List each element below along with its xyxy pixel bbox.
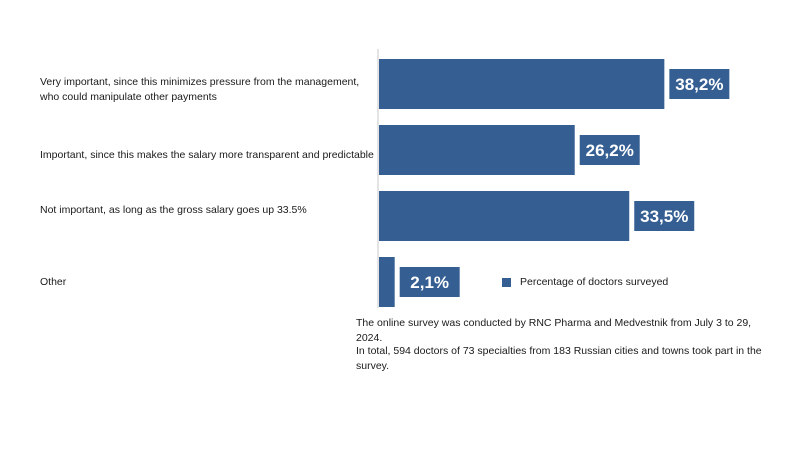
data-label-box bbox=[579, 135, 640, 165]
data-label: 2,1% bbox=[410, 273, 449, 292]
data-label-box bbox=[399, 267, 460, 297]
data-label: 26,2% bbox=[586, 141, 634, 160]
data-label-box bbox=[669, 69, 730, 99]
category-label: Important, since this makes the salary m… bbox=[40, 149, 374, 161]
survey-note: The online survey was conducted by RNC P… bbox=[356, 317, 752, 344]
survey-participants-note: In total, 594 doctors of 73 specialties … bbox=[356, 345, 762, 372]
bar bbox=[379, 257, 395, 307]
data-label: 38,2% bbox=[675, 75, 723, 94]
category-label: Other bbox=[40, 276, 67, 288]
bar bbox=[379, 125, 575, 175]
bar bbox=[379, 59, 665, 109]
legend: Percentage of doctors surveyed bbox=[502, 276, 668, 288]
bar bbox=[379, 191, 630, 241]
category-label: Very important, since this minimizes pre… bbox=[40, 76, 360, 103]
legend-swatch bbox=[502, 277, 511, 287]
legend-label: Percentage of doctors surveyed bbox=[520, 276, 669, 288]
category-label: Not important, as long as the gross sala… bbox=[40, 204, 307, 216]
data-label: 33,5% bbox=[640, 207, 688, 226]
data-label-box bbox=[634, 201, 695, 231]
